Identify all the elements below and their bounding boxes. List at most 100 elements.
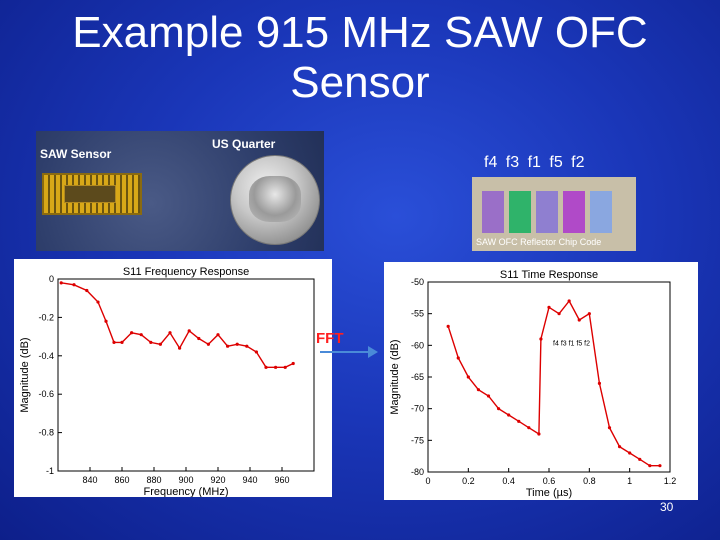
data-point (577, 318, 581, 322)
data-point (139, 333, 143, 337)
data-point (120, 340, 124, 344)
reflector-bar-f1 (536, 191, 558, 233)
data-point (149, 340, 153, 344)
x-tick-label: 920 (210, 475, 225, 485)
data-point (587, 312, 591, 316)
y-tick-label: -70 (411, 404, 424, 414)
y-tick-label: -75 (411, 435, 424, 445)
data-point (567, 299, 571, 303)
y-axis-label: Magnitude (dB) (389, 339, 401, 414)
data-point (486, 394, 491, 398)
slide-title: Example 915 MHz SAW OFC Sensor (0, 8, 720, 108)
data-point (507, 413, 511, 417)
data-point (557, 312, 561, 316)
reflector-frequency-order: f4 f3 f1 f5 f2 (484, 154, 585, 171)
data-point (537, 432, 541, 436)
fft-label: FFT (316, 330, 344, 347)
x-tick-label: 0.2 (462, 476, 475, 486)
data-point (446, 324, 450, 328)
data-point (178, 346, 182, 350)
data-point (104, 319, 108, 323)
y-tick-label: -55 (411, 309, 424, 319)
y-tick-label: -80 (411, 467, 424, 477)
saw-sensor-photo: SAW Sensor US Quarter (36, 131, 324, 251)
data-point (638, 457, 642, 461)
x-tick-label: 900 (178, 475, 193, 485)
saw-chip-image (42, 173, 142, 215)
data-point (476, 388, 481, 392)
data-point (245, 344, 249, 348)
data-point (496, 407, 501, 411)
data-point (206, 342, 210, 346)
frequency-response-plot: 840 860 880 900 920 940 960 0 -0.2 -0.4 -0.6 -0.8 -1… (14, 259, 332, 497)
plot-frame (57, 278, 315, 472)
x-axis-label: Frequency (MHz) (144, 486, 229, 497)
data-point (96, 300, 100, 304)
data-point (72, 283, 76, 287)
y-tick-label: -0.8 (38, 428, 54, 438)
reflector-chip-image: SAW OFC Reflector Chip Code (472, 177, 636, 251)
data-point (112, 340, 116, 344)
reflector-bar-f5 (563, 191, 585, 233)
data-point (617, 445, 622, 449)
y-tick-label: 0 (49, 274, 54, 284)
reflector-caption: SAW OFC Reflector Chip Code (476, 237, 602, 247)
chart-title: S11 Time Response (500, 269, 598, 281)
data-point (597, 381, 602, 385)
data-point (291, 361, 295, 366)
data-point (628, 451, 632, 455)
x-tick-label: 880 (146, 475, 161, 485)
series-line (447, 299, 660, 467)
coin-eagle-relief (249, 176, 301, 222)
y-axis-label: Magnitude (dB) (19, 337, 31, 412)
series-line (61, 282, 294, 369)
time-response-plot: 0 0.2 0.4 0.6 0.8 1 1.2 -50 -55 -60 -65 -70 -75 -80 S1… (384, 262, 698, 500)
chart-title: S11 Frequency Response (123, 266, 249, 278)
y-tick-label: -50 (411, 277, 424, 287)
time-response-chart: 0 0.2 0.4 0.6 0.8 1 1.2 -50 -55 -60 -65 -70 -75 -80 S1… (389, 269, 677, 499)
y-tick-label: -65 (411, 372, 424, 382)
saw-chip-core (64, 185, 116, 203)
data-point (539, 337, 543, 341)
data-point (607, 426, 612, 430)
data-point (59, 281, 63, 285)
data-point (283, 365, 287, 369)
data-point (658, 464, 662, 468)
data-point (158, 342, 162, 346)
data-point (130, 331, 134, 335)
x-tick-label: 0.8 (583, 476, 596, 486)
data-point (187, 329, 191, 333)
x-tick-label: 840 (82, 475, 97, 485)
data-point (648, 464, 652, 468)
us-quarter-label: US Quarter (212, 137, 276, 151)
x-tick-label: 0.6 (543, 476, 556, 486)
x-tick-label: 0 (425, 476, 430, 486)
x-tick-label: 860 (114, 475, 129, 485)
data-point (274, 365, 278, 369)
y-tick-label: -1 (46, 466, 54, 476)
y-tick-label: -60 (411, 340, 424, 350)
slide-title-line-2: Sensor (290, 58, 430, 107)
reflector-bar-f4 (482, 191, 504, 233)
plot-frame (427, 281, 671, 473)
data-point (527, 426, 531, 430)
reflector-bar-f2 (590, 191, 612, 233)
reflector-bar-f3 (509, 191, 531, 233)
frequency-response-chart: 840 860 880 900 920 940 960 0 -0.2 -0.4 -0.6 -0.8 -1… (19, 266, 315, 497)
data-point (226, 344, 230, 348)
data-point (235, 342, 239, 346)
x-tick-label: 0.4 (502, 476, 515, 486)
y-tick-label: -0.4 (38, 351, 54, 361)
x-tick-label: 1.2 (664, 476, 677, 486)
x-tick-label: 1 (627, 476, 632, 486)
data-point (197, 336, 201, 341)
y-tick-label: -0.6 (38, 389, 54, 399)
x-tick-label: 960 (274, 475, 289, 485)
data-point (254, 350, 258, 354)
data-point (216, 333, 220, 337)
fft-arrow-icon (320, 346, 378, 358)
data-point (466, 375, 470, 379)
data-point (547, 305, 551, 309)
saw-sensor-label: SAW Sensor (40, 147, 112, 161)
chart-annotation: f4 f3 f1 f5 f2 (553, 340, 590, 347)
